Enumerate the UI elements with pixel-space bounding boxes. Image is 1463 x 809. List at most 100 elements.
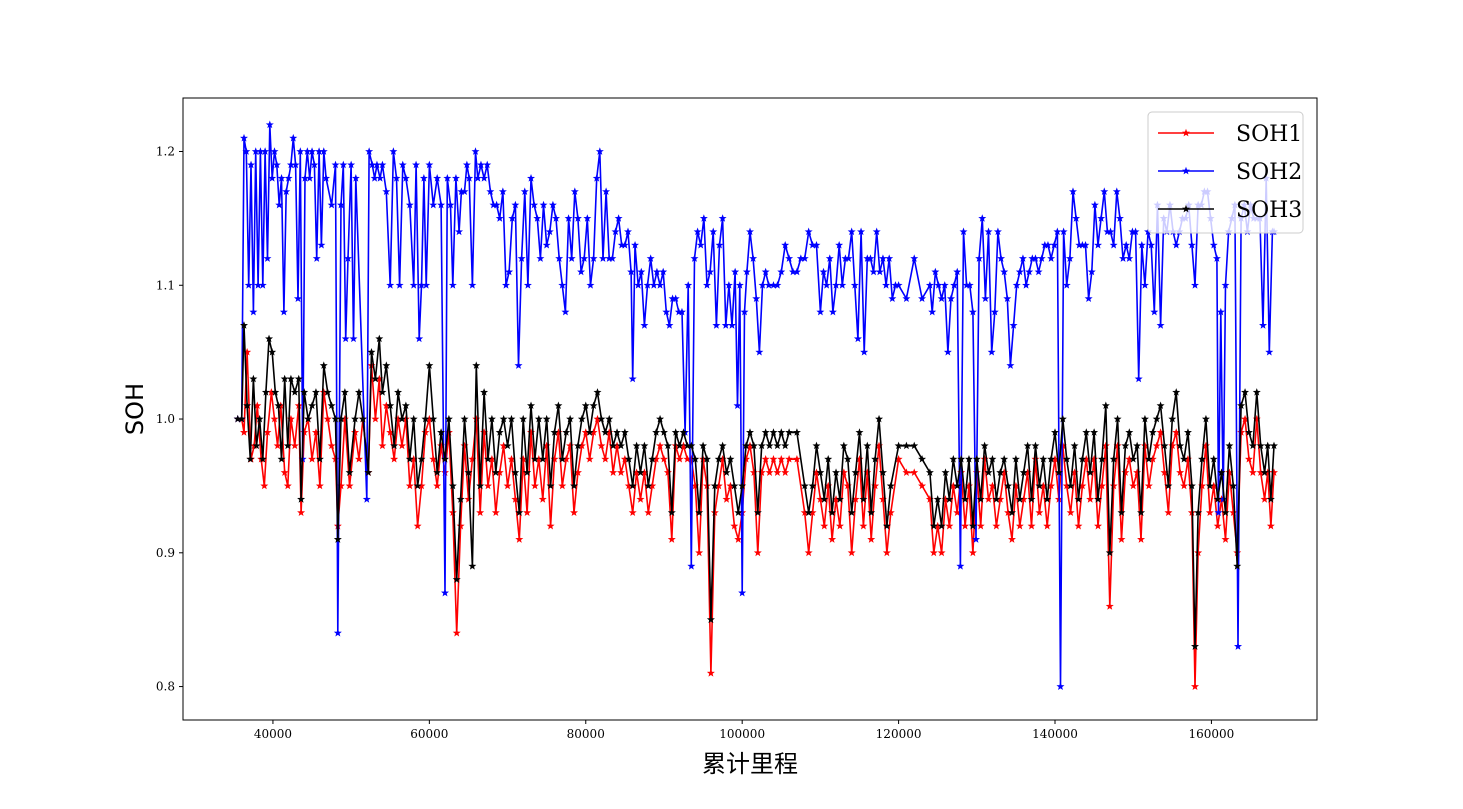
data-point: [746, 227, 754, 236]
data-point: [961, 495, 970, 503]
data-point: [769, 454, 778, 463]
data-point: [640, 441, 649, 450]
data-point: [605, 254, 614, 262]
data-point: [375, 334, 384, 343]
data-point: [368, 160, 377, 169]
data-point: [1266, 521, 1275, 530]
data-point: [925, 281, 934, 289]
data-point: [891, 281, 900, 289]
data-point: [265, 120, 274, 129]
data-point: [871, 454, 880, 463]
data-point: [1148, 454, 1157, 463]
data-point: [296, 147, 305, 155]
data-point: [267, 388, 276, 396]
data-point: [816, 307, 825, 316]
data-point: [331, 414, 340, 423]
data-point: [375, 374, 384, 383]
data-point: [1194, 508, 1203, 517]
legend-marker: [1182, 166, 1190, 175]
data-point: [256, 147, 265, 155]
data-point: [597, 414, 606, 423]
data-point: [499, 441, 508, 450]
data-point: [339, 160, 348, 169]
data-point: [1213, 521, 1222, 530]
data-point: [1122, 240, 1131, 249]
data-point: [367, 347, 376, 356]
data-point: [486, 187, 495, 196]
data-point: [589, 254, 598, 262]
data-point: [800, 254, 809, 262]
data-point: [761, 454, 770, 463]
data-point: [764, 281, 773, 289]
data-point: [483, 160, 492, 169]
data-point: [1137, 535, 1146, 543]
data-point: [310, 160, 319, 169]
data-point: [527, 428, 536, 436]
data-point: [480, 428, 489, 436]
data-point: [558, 281, 567, 289]
data-point: [585, 454, 594, 463]
data-point: [975, 254, 984, 262]
data-point: [252, 441, 261, 450]
y-tick-label: 1.0: [156, 412, 175, 426]
data-point: [1219, 495, 1228, 503]
data-point: [282, 187, 291, 196]
data-point: [1082, 454, 1091, 463]
data-point: [812, 468, 821, 476]
data-point: [1050, 240, 1059, 249]
data-point: [344, 254, 353, 262]
data-point: [715, 240, 724, 249]
data-point: [272, 160, 281, 169]
data-point: [1051, 428, 1059, 436]
data-point: [832, 281, 841, 289]
data-point: [609, 468, 618, 476]
data-point: [592, 174, 601, 182]
data-point: [294, 374, 303, 383]
data-point: [757, 441, 766, 450]
data-point: [290, 388, 299, 396]
data-point: [1260, 495, 1269, 503]
data-point: [808, 508, 817, 517]
data-point: [425, 361, 434, 369]
data-point: [785, 454, 794, 463]
data-point: [484, 454, 492, 463]
data-point: [1109, 240, 1118, 249]
data-point: [523, 508, 532, 517]
data-point: [484, 481, 492, 490]
data-point: [1075, 240, 1084, 249]
data-point: [746, 441, 754, 450]
data-point: [910, 254, 919, 262]
data-point: [953, 267, 962, 276]
data-point: [624, 227, 632, 236]
data-point: [566, 441, 575, 450]
data-point: [354, 454, 363, 463]
data-point: [749, 254, 758, 262]
data-point: [527, 401, 536, 410]
series-layer: [233, 120, 1278, 690]
data-point: [425, 160, 434, 169]
data-point: [1144, 454, 1153, 463]
data-point: [812, 441, 821, 450]
data-point: [662, 307, 671, 316]
data-point: [476, 508, 485, 517]
data-point: [419, 174, 428, 182]
y-tick-label: 1.2: [156, 145, 175, 159]
data-point: [925, 495, 934, 503]
data-point: [1097, 214, 1106, 222]
data-point: [308, 401, 317, 410]
data-point: [934, 281, 943, 289]
data-point: [1015, 267, 1024, 276]
data-point: [792, 454, 801, 463]
data-point: [371, 414, 380, 423]
data-point: [534, 454, 543, 463]
data-point: [1094, 521, 1103, 530]
data-point: [304, 414, 313, 423]
data-point: [875, 267, 884, 276]
data-point: [283, 441, 292, 450]
data-point: [1150, 307, 1159, 316]
data-point: [398, 160, 407, 169]
data-point: [804, 227, 813, 236]
data-point: [851, 468, 860, 476]
data-point: [441, 588, 449, 597]
data-point: [996, 468, 1005, 476]
